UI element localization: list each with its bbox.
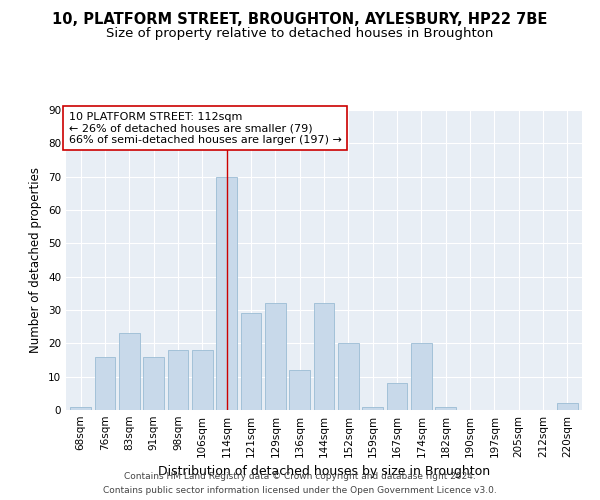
Bar [386, 384, 407, 410]
Bar [338, 344, 359, 410]
Bar [95, 356, 115, 410]
Bar [143, 356, 164, 410]
Bar [436, 406, 456, 410]
Text: 10 PLATFORM STREET: 112sqm
← 26% of detached houses are smaller (79)
66% of semi: 10 PLATFORM STREET: 112sqm ← 26% of deta… [68, 112, 341, 144]
Bar [289, 370, 310, 410]
Bar [70, 406, 91, 410]
Bar [241, 314, 262, 410]
X-axis label: Distribution of detached houses by size in Broughton: Distribution of detached houses by size … [158, 466, 490, 478]
Text: Contains HM Land Registry data © Crown copyright and database right 2024.: Contains HM Land Registry data © Crown c… [124, 472, 476, 481]
Text: 10, PLATFORM STREET, BROUGHTON, AYLESBURY, HP22 7BE: 10, PLATFORM STREET, BROUGHTON, AYLESBUR… [52, 12, 548, 28]
Y-axis label: Number of detached properties: Number of detached properties [29, 167, 43, 353]
Bar [192, 350, 212, 410]
Bar [167, 350, 188, 410]
Text: Contains public sector information licensed under the Open Government Licence v3: Contains public sector information licen… [103, 486, 497, 495]
Bar [557, 404, 578, 410]
Text: Size of property relative to detached houses in Broughton: Size of property relative to detached ho… [106, 28, 494, 40]
Bar [411, 344, 432, 410]
Bar [265, 304, 286, 410]
Bar [314, 304, 334, 410]
Bar [119, 334, 140, 410]
Bar [362, 406, 383, 410]
Bar [216, 176, 237, 410]
